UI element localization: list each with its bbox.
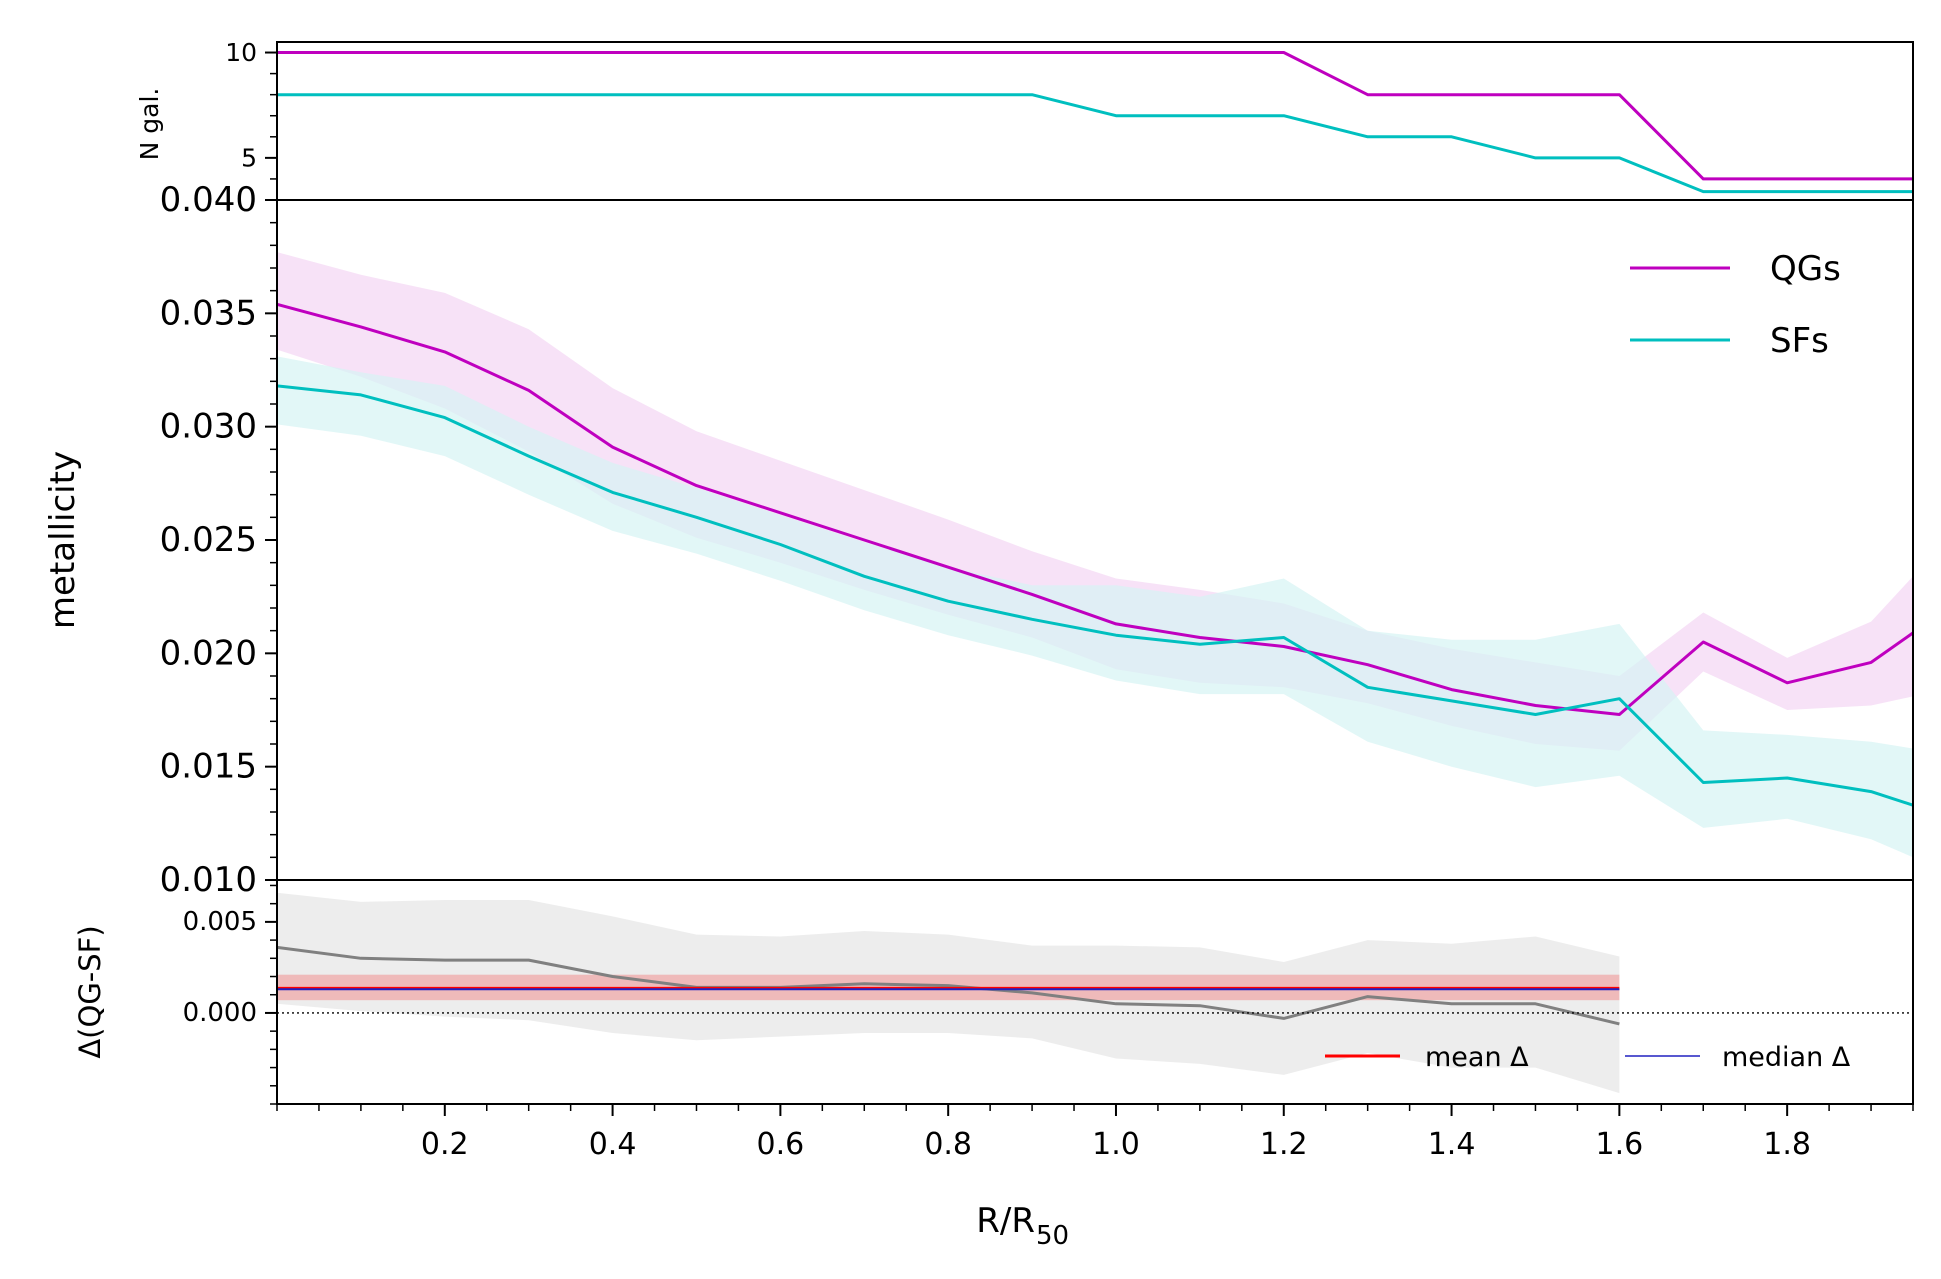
mid-qgs-line — [277, 302, 1913, 716]
x-axis-label-subscript: 50 — [1036, 1221, 1069, 1251]
mid-ytick-label-1: 0.015 — [160, 747, 257, 787]
mid-ytick-label-2: 0.020 — [160, 633, 257, 673]
xtick-label-3: 0.8 — [924, 1127, 972, 1162]
legend-sf-label: SFs — [1770, 321, 1829, 361]
bot-ytick-label-1: 0.005 — [183, 907, 257, 937]
top-ytick-label-1: 10 — [225, 38, 257, 67]
mid-ytick-label-4: 0.030 — [160, 407, 257, 447]
top-qgs-line — [277, 51, 1913, 181]
metallicity-legend: QGs SFs — [1630, 249, 1841, 361]
mid-ytick-label-5: 0.035 — [160, 293, 257, 333]
mid-ytick-label-3: 0.025 — [160, 520, 257, 560]
xtick-label-1: 0.4 — [589, 1127, 637, 1162]
top-ylabel: N gal. — [135, 88, 164, 161]
delta-panel-frame — [276, 879, 1914, 1105]
bot-ytick-label-0: 0.000 — [183, 998, 257, 1028]
xtick-label-5: 1.2 — [1260, 1127, 1308, 1162]
x-axis-label-main: R/R — [976, 1201, 1035, 1241]
xtick-label-8: 1.8 — [1763, 1127, 1811, 1162]
middle-ylabel: metallicity — [43, 451, 83, 629]
xtick-label-6: 1.4 — [1428, 1127, 1476, 1162]
mid-sfs-band — [277, 356, 1913, 858]
xtick-label-2: 0.6 — [757, 1127, 805, 1162]
legend-mean-label: mean Δ — [1425, 1042, 1529, 1073]
top-sfs-line — [277, 93, 1913, 194]
bot-qg-sf-line — [277, 945, 1620, 1026]
mid-sfs-line — [277, 384, 1913, 807]
legend-qg-label: QGs — [1770, 249, 1841, 289]
xtick-label-4: 1.0 — [1092, 1127, 1140, 1162]
mid-qgs-band — [277, 252, 1913, 751]
mid-ytick-label-0: 0.010 — [160, 860, 257, 900]
legend-median-label: median Δ — [1722, 1042, 1851, 1073]
xtick-label-7: 1.6 — [1595, 1127, 1643, 1162]
delta-legend: mean Δ median Δ — [1325, 1042, 1851, 1073]
mid-ytick-label-6: 0.040 — [160, 180, 257, 220]
xtick-label-0: 0.2 — [421, 1127, 469, 1162]
bottom-ylabel: Δ(QG-SF) — [73, 925, 107, 1058]
x-axis-label: R/R — [976, 1201, 1035, 1241]
top-ytick-label-0: 5 — [241, 143, 257, 172]
